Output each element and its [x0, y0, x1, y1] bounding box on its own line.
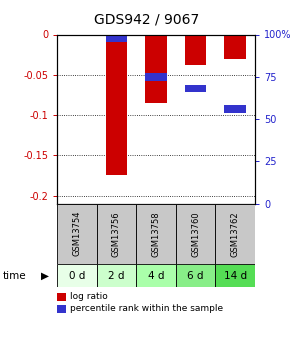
Text: time: time: [3, 271, 27, 280]
Text: 6 d: 6 d: [187, 271, 204, 280]
Text: GDS942 / 9067: GDS942 / 9067: [94, 12, 199, 26]
Bar: [57, 264, 97, 287]
Bar: [105, 34, 127, 42]
Text: percentile rank within the sample: percentile rank within the sample: [70, 304, 224, 314]
Text: GSM13762: GSM13762: [231, 211, 240, 257]
Bar: [215, 264, 255, 287]
Text: 0 d: 0 d: [69, 271, 85, 280]
Bar: [176, 204, 215, 264]
Bar: [185, 34, 207, 65]
Bar: [136, 264, 176, 287]
Bar: [105, 34, 127, 175]
Text: GSM13754: GSM13754: [72, 211, 81, 256]
Text: GSM13760: GSM13760: [191, 211, 200, 257]
Bar: [145, 34, 167, 103]
Text: 14 d: 14 d: [224, 271, 247, 280]
Text: 2 d: 2 d: [108, 271, 125, 280]
Bar: [145, 73, 167, 81]
Text: log ratio: log ratio: [70, 292, 108, 302]
Text: GSM13756: GSM13756: [112, 211, 121, 257]
Bar: [97, 264, 136, 287]
Bar: [224, 105, 246, 113]
Bar: [185, 85, 207, 92]
Bar: [176, 264, 215, 287]
Bar: [97, 204, 136, 264]
Bar: [136, 204, 176, 264]
Text: 4 d: 4 d: [148, 271, 164, 280]
Bar: [215, 204, 255, 264]
Text: ▶: ▶: [41, 271, 50, 280]
Text: GSM13758: GSM13758: [151, 211, 161, 257]
Bar: [57, 204, 97, 264]
Bar: [224, 34, 246, 59]
